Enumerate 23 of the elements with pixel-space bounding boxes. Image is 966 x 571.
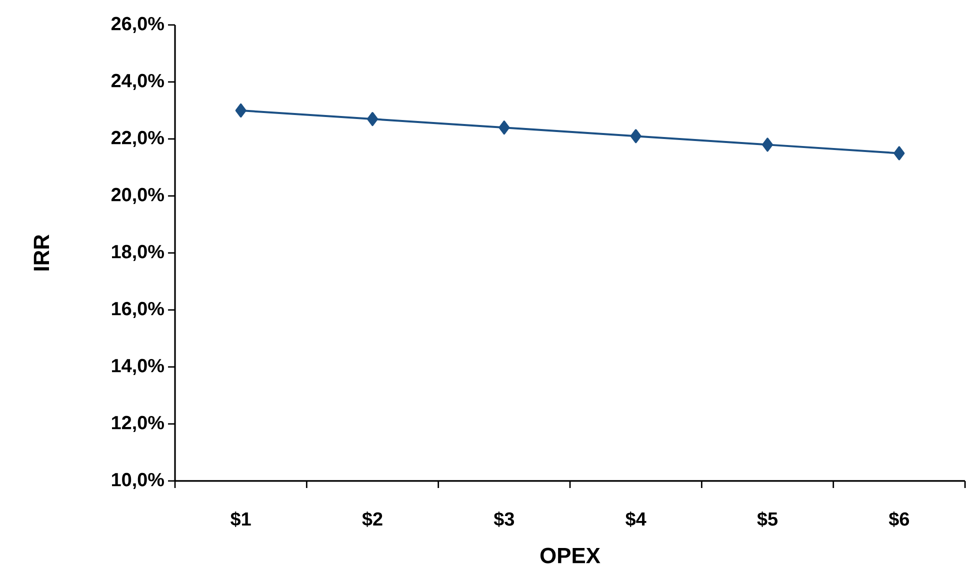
point: [630, 129, 642, 144]
y-tick-label: 26,0%: [111, 16, 164, 34]
y-tick-label: 18,0%: [112, 244, 164, 262]
x-axis-title: OPEX: [540, 548, 600, 564]
y-axis-title: IRR: [34, 234, 49, 270]
y-tick-label: 12,0%: [112, 416, 164, 432]
x-tick-label: $5: [757, 512, 778, 527]
point: [235, 103, 246, 118]
point: [498, 120, 510, 135]
y-tick-label: 20,0%: [111, 188, 164, 204]
x-tick-label: $3: [494, 512, 514, 527]
point: [894, 146, 905, 160]
x-tick-label: $1: [230, 512, 251, 527]
point: [367, 112, 378, 126]
y-tick-label: 22,0%: [111, 130, 164, 148]
y-tick-label: 14,0%: [112, 358, 164, 376]
y-tick-label: 10,0%: [112, 472, 164, 490]
x-tick-label: $4: [626, 512, 646, 527]
x-tick-label: $2: [362, 512, 382, 527]
point: [762, 138, 774, 152]
y-tick-label: 16,0%: [112, 302, 164, 318]
x-tick-label: $6: [888, 512, 910, 527]
y-tick-label: 24,0%: [111, 74, 164, 90]
